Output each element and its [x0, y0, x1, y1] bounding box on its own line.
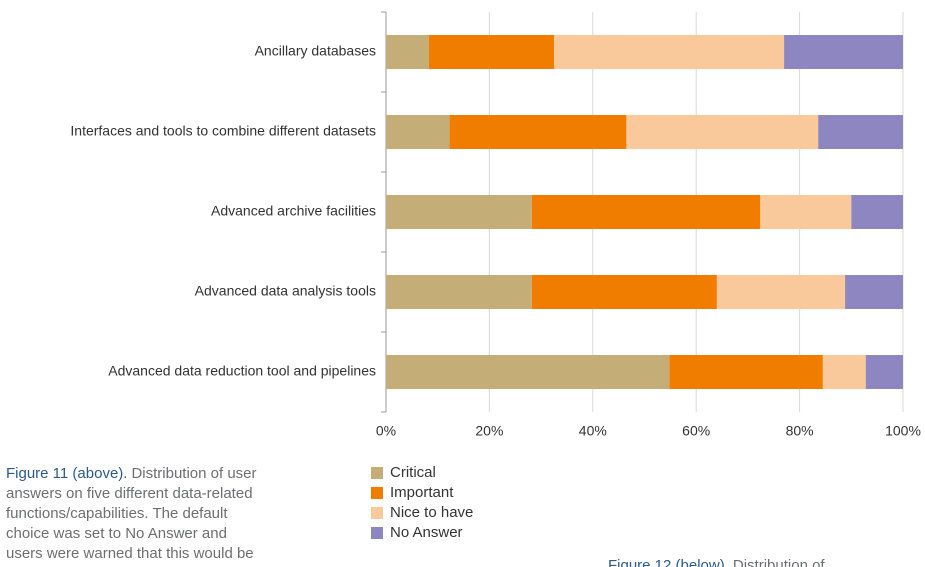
bar-segment	[760, 195, 852, 229]
caption-text: functions/capabilities. The default	[6, 505, 228, 522]
bar-segment	[554, 35, 785, 69]
legend-label: No Answer	[390, 524, 463, 541]
caption-label: Figure 11 (above).	[6, 465, 127, 482]
caption-line: users were warned that this would be	[6, 545, 254, 562]
legend-swatch	[371, 527, 383, 539]
bar-segment	[386, 195, 532, 229]
caption-line: Figure 11 (above). Distribution of user	[6, 465, 257, 482]
bar-segment	[669, 355, 823, 389]
bar-segment	[386, 35, 429, 69]
x-tick-label: 20%	[475, 423, 503, 439]
caption-line: functions/capabilities. The default	[6, 505, 228, 522]
caption-text: Distribution of user	[131, 465, 256, 482]
caption-line: Figure 12 (below). Distribution of	[608, 557, 825, 567]
bar-segment	[428, 35, 555, 69]
bar-segment	[845, 275, 903, 309]
legend-swatch	[371, 467, 383, 479]
caption-text: answers on five different data-related	[6, 485, 253, 502]
caption-line: choice was set to No Answer and	[6, 525, 227, 542]
x-tick-label: 100%	[885, 423, 921, 439]
bar-segment	[784, 35, 903, 69]
category-label: Ancillary databases	[255, 43, 376, 59]
caption-text: users were warned that this would be	[6, 545, 254, 562]
bar-segment	[716, 275, 846, 309]
bar-segment	[851, 195, 903, 229]
category-label: Interfaces and tools to combine differen…	[70, 123, 376, 139]
caption-text: Distribution of	[733, 557, 826, 567]
caption-label: Figure 12 (below).	[608, 557, 729, 567]
bar-segment	[386, 115, 450, 149]
bar-segment	[449, 115, 627, 149]
category-label: Advanced data reduction tool and pipelin…	[108, 363, 376, 379]
category-label: Advanced archive facilities	[211, 203, 376, 219]
bar-segment	[865, 355, 903, 389]
caption-text: choice was set to No Answer and	[6, 525, 227, 542]
legend-swatch	[371, 487, 383, 499]
legend-label: Important	[390, 484, 454, 501]
legend-label: Critical	[390, 464, 436, 481]
caption-line: answers on five different data-related	[6, 485, 253, 502]
bar-segment	[386, 275, 532, 309]
bar-segment	[626, 115, 819, 149]
bar-segment	[531, 195, 761, 229]
x-tick-label: 0%	[376, 423, 396, 439]
legend-swatch	[371, 507, 383, 519]
bar-segment	[531, 275, 717, 309]
category-label: Advanced data analysis tools	[195, 283, 376, 299]
x-tick-label: 80%	[786, 423, 814, 439]
bar-segment	[818, 115, 903, 149]
bar-segment	[822, 355, 866, 389]
x-tick-label: 40%	[579, 423, 607, 439]
legend-label: Nice to have	[390, 504, 473, 521]
bar-segment	[386, 355, 670, 389]
x-tick-label: 60%	[682, 423, 710, 439]
